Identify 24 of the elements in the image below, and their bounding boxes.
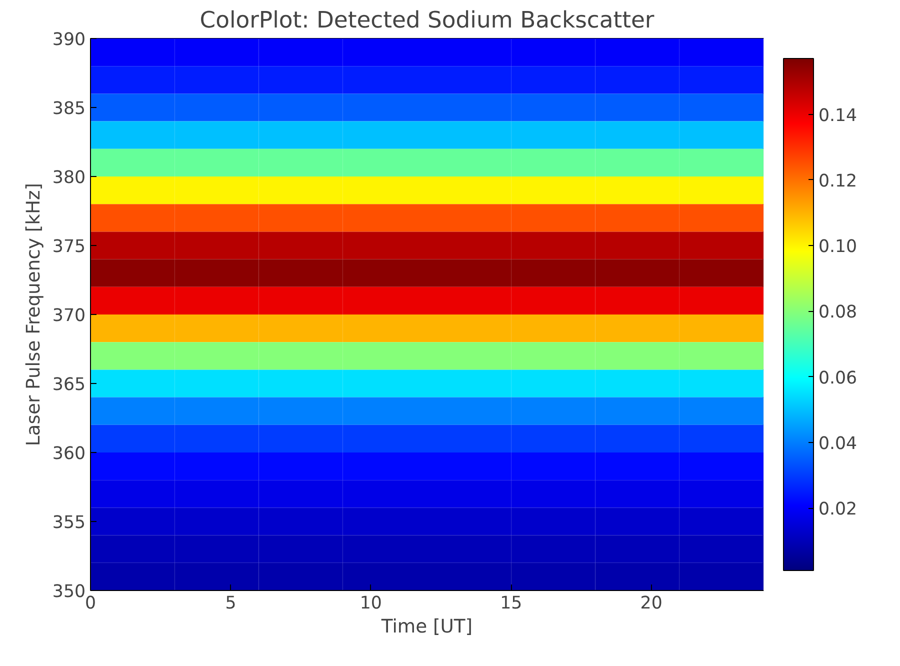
x-tick-label: 10 — [360, 594, 382, 614]
x-tick-label: 0 — [84, 594, 96, 614]
y-tick-label: 350 — [52, 582, 86, 602]
y-tick-label: 370 — [52, 306, 86, 326]
y-tick-label: 365 — [52, 375, 86, 395]
color-bar-label: 0.02 — [818, 500, 858, 520]
color-bar-label: 0.14 — [818, 106, 858, 126]
y-axis-title: Laser Pulse Frequency [kHz] — [23, 182, 44, 446]
y-tick-label: 385 — [52, 99, 86, 119]
color-bar-label: 0.10 — [818, 237, 858, 258]
y-tick-label: 380 — [52, 168, 86, 188]
x-tick-label: 5 — [225, 594, 236, 614]
color-bar-label: 0.04 — [818, 434, 858, 454]
y-tick-label: 355 — [52, 513, 86, 533]
y-tick-label: 375 — [52, 237, 86, 257]
y-tick-label: 390 — [52, 30, 86, 50]
color-bar-label: 0.08 — [818, 302, 858, 323]
chart-title: ColorPlot: Detected Sodium Backscatter — [200, 8, 655, 34]
y-tick-label: 360 — [52, 444, 86, 464]
color-bar-label: 0.06 — [818, 368, 858, 388]
x-axis-title: Time [UT] — [380, 616, 473, 638]
x-tick-label: 20 — [640, 594, 662, 614]
x-tick-label: 15 — [500, 594, 522, 614]
color-bar-label: 0.12 — [818, 171, 858, 192]
